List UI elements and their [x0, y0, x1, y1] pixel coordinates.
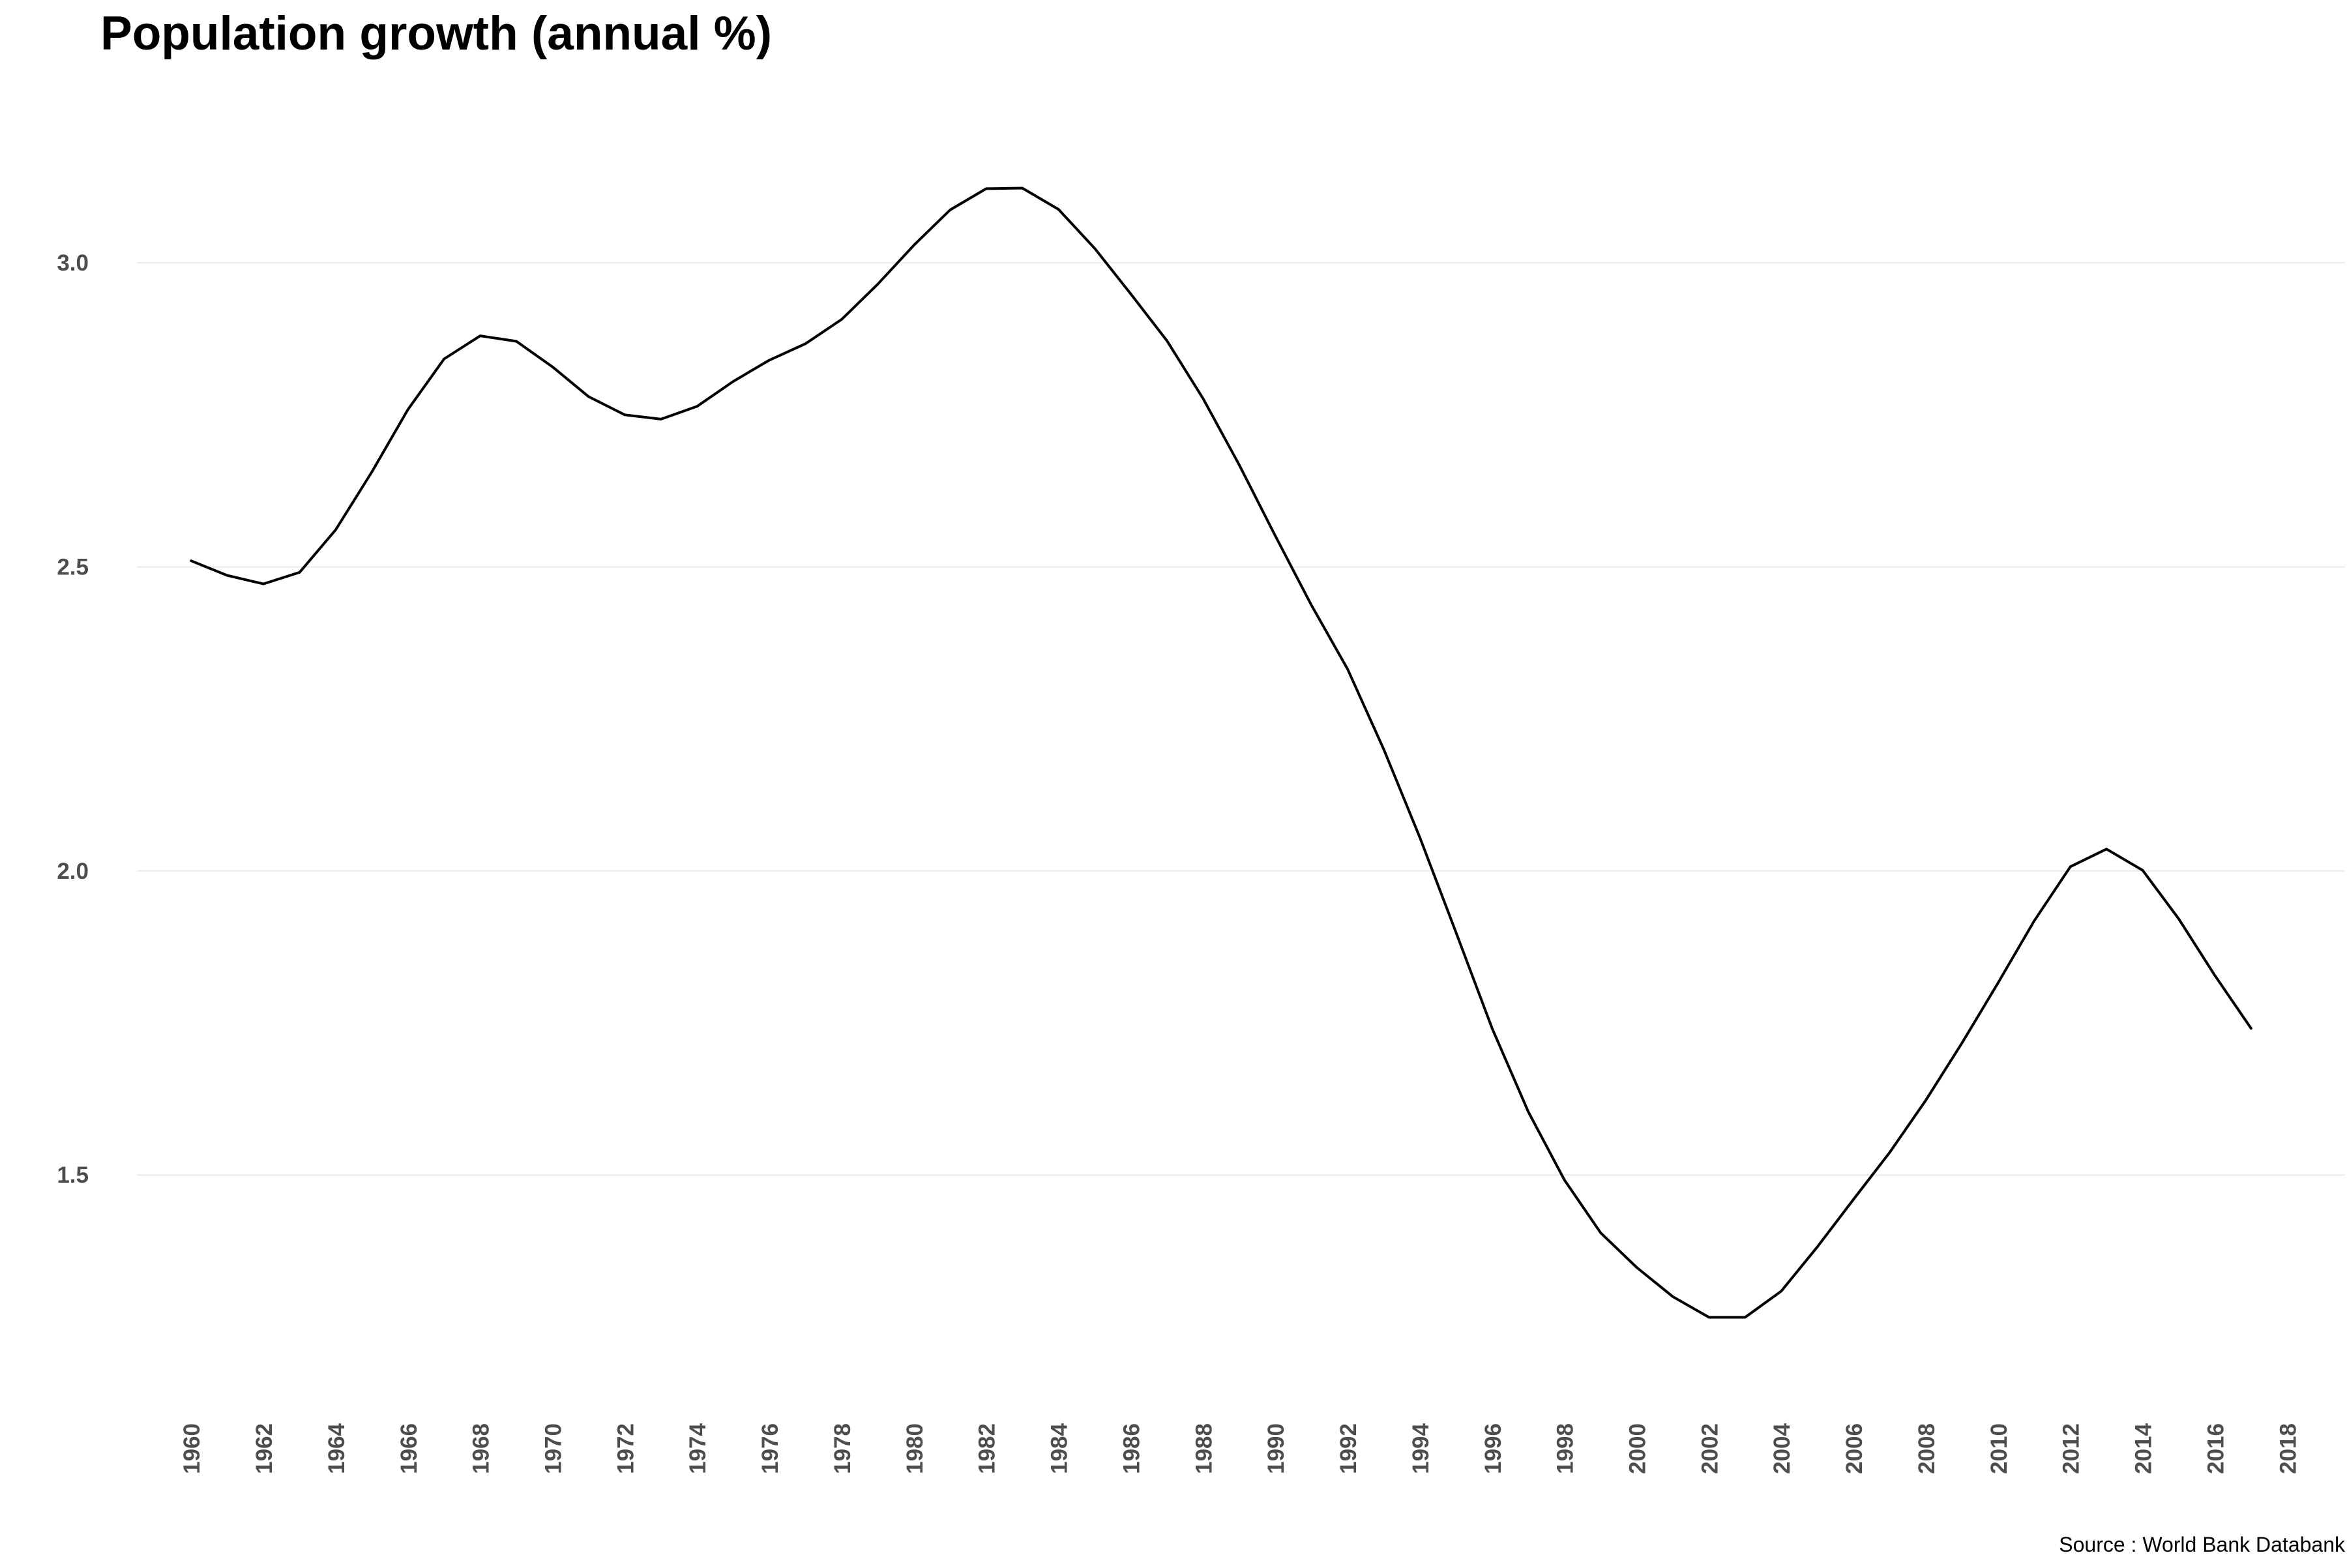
x-tick-label: 1968: [469, 1423, 494, 1474]
y-tick-label: 2.5: [57, 555, 89, 580]
x-tick-label: 2014: [2131, 1423, 2157, 1473]
x-tick-label: 2008: [1914, 1423, 1940, 1474]
x-tick-label: 1974: [685, 1423, 711, 1473]
x-tick-label: 2002: [1697, 1423, 1722, 1474]
chart-title: Population growth (annual %): [100, 7, 772, 60]
x-tick-label: 1996: [1481, 1423, 1506, 1474]
y-tick-label: 2.0: [57, 859, 89, 884]
x-tick-label: 1986: [1119, 1423, 1144, 1474]
x-tick-label: 2000: [1625, 1423, 1650, 1474]
source-caption: Source : World Bank Databank: [2059, 1533, 2346, 1556]
x-tick-label: 1982: [975, 1423, 1000, 1474]
grid-lines: [137, 262, 2345, 1176]
x-tick-label: 1994: [1408, 1423, 1434, 1473]
x-tick-label: 1998: [1553, 1423, 1578, 1474]
x-tick-label: 2018: [2275, 1423, 2301, 1474]
x-tick-label: 1960: [179, 1423, 205, 1474]
y-tick-label: 3.0: [57, 250, 89, 276]
y-tick-label: 1.5: [57, 1162, 89, 1188]
x-tick-label: 1978: [830, 1423, 855, 1474]
x-tick-label: 1984: [1047, 1423, 1072, 1473]
x-axis-tick-labels: 1960 1962 1964 1966 1968 1970 1972 1974 1976 1978…: [179, 1423, 2301, 1473]
y-axis-tick-labels: 1.5 2.0 2.5 3.0: [57, 250, 89, 1188]
x-tick-label: 1964: [324, 1423, 349, 1473]
x-tick-label: 2006: [1842, 1423, 1867, 1474]
x-tick-label: 1976: [758, 1423, 783, 1474]
x-tick-label: 1988: [1191, 1423, 1217, 1474]
series-line: [190, 186, 2252, 1319]
x-tick-label: 1970: [540, 1423, 566, 1474]
x-tick-label: 2004: [1769, 1423, 1795, 1473]
x-tick-label: 2010: [1986, 1423, 2012, 1474]
x-tick-label: 1966: [396, 1423, 422, 1474]
x-tick-label: 1980: [902, 1423, 928, 1474]
x-tick-label: 1990: [1263, 1423, 1289, 1474]
x-tick-label: 1962: [252, 1423, 277, 1474]
x-tick-label: 1972: [613, 1423, 638, 1474]
x-tick-label: 2012: [2059, 1423, 2084, 1474]
x-tick-label: 1992: [1336, 1423, 1361, 1474]
x-tick-label: 2016: [2203, 1423, 2228, 1474]
